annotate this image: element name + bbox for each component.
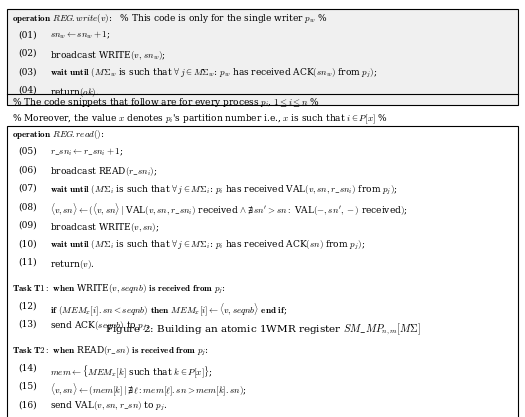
Text: (13): (13) <box>18 320 37 329</box>
Text: (07): (07) <box>18 184 37 193</box>
Text: (01): (01) <box>18 30 37 39</box>
Text: (08): (08) <box>18 202 37 211</box>
Text: (14): (14) <box>18 363 37 372</box>
Text: $\mathbf{Task\ T1:\ when}$ WRITE$(v, seqnb)$ $\mathbf{is\ received\ from}$ $p_j$: $\mathbf{Task\ T1:\ when}$ WRITE$(v, seq… <box>12 283 226 296</box>
Text: $\mathbf{wait\ until}$ $(M\Sigma_w$ is such that $\forall\, j \in M\Sigma_w$: $p: $\mathbf{wait\ until}$ $(M\Sigma_w$ is s… <box>50 67 377 80</box>
Text: (16): (16) <box>18 400 37 409</box>
Text: (02): (02) <box>18 49 37 58</box>
Text: % The code snippets that follow are for every process $p_i$, $1 \leq i \leq n$ %: % The code snippets that follow are for … <box>12 96 320 109</box>
Text: broadcast WRITE$(v,\, sn_w)$;: broadcast WRITE$(v,\, sn_w)$; <box>50 49 166 62</box>
Text: (09): (09) <box>18 221 37 230</box>
Text: $mem \leftarrow \{MEM_x[k]$ such that $k \in P[x]\}$;: $mem \leftarrow \{MEM_x[k]$ such that $k… <box>50 363 213 379</box>
Text: return$(ok)$.: return$(ok)$. <box>50 86 99 99</box>
Text: (15): (15) <box>18 382 37 391</box>
Text: $sn_w \leftarrow sn_w + 1$;: $sn_w \leftarrow sn_w + 1$; <box>50 30 110 41</box>
Text: $\mathbf{wait\ until}$ $(M\Sigma_i$ is such that $\forall\, j \in M\Sigma_i$: $p: $\mathbf{wait\ until}$ $(M\Sigma_i$ is s… <box>50 184 397 197</box>
Text: $\langle v, sn \rangle \leftarrow (\langle v, sn \rangle\,|$ VAL$(v, sn, r\_sn_i: $\langle v, sn \rangle \leftarrow (\lang… <box>50 202 407 218</box>
Text: (05): (05) <box>18 147 37 156</box>
Text: (06): (06) <box>18 165 37 174</box>
FancyBboxPatch shape <box>7 9 518 105</box>
Text: $\mathbf{wait\ until}$ $(M\Sigma_i$ is such that $\forall\, j \in M\Sigma_i$: $p: $\mathbf{wait\ until}$ $(M\Sigma_i$ is s… <box>50 239 365 252</box>
Text: (12): (12) <box>18 301 37 310</box>
Text: send ACK$(seqnb)$ to $p_j$.: send ACK$(seqnb)$ to $p_j$. <box>50 320 150 333</box>
Text: return$(v)$.: return$(v)$. <box>50 258 94 271</box>
Text: $\langle v, sn \rangle \leftarrow (mem[k]\,|\, \nexists\, \ell : mem[\ell].sn > : $\langle v, sn \rangle \leftarrow (mem[k… <box>50 382 247 398</box>
Text: send VAL$(v, sn, r\_sn)$ to $p_j$.: send VAL$(v, sn, r\_sn)$ to $p_j$. <box>50 400 167 414</box>
Text: Figure 2: Building an atomic 1WMR register $SM\_MP_{n,m}[M\Sigma]$: Figure 2: Building an atomic 1WMR regist… <box>104 322 421 337</box>
Text: (10): (10) <box>18 239 37 248</box>
FancyBboxPatch shape <box>7 126 518 417</box>
Text: (03): (03) <box>18 67 37 76</box>
Text: (04): (04) <box>18 86 37 95</box>
Text: % Moreover, the value $x$ denotes $p_i$'s partition number i.e., $x$ is such tha: % Moreover, the value $x$ denotes $p_i$'… <box>12 113 388 126</box>
Text: (11): (11) <box>18 258 37 267</box>
Text: broadcast WRITE$(v, sn)$;: broadcast WRITE$(v, sn)$; <box>50 221 160 234</box>
Text: $\mathbf{Task\ T2:\ when}$ READ$(r\_sn)$ $\mathbf{is\ received\ from}$ $p_j$:: $\mathbf{Task\ T2:\ when}$ READ$(r\_sn)$… <box>12 345 209 358</box>
Text: $\mathbf{if}$ $(MEM_x[i].sn < seqnb)$ $\mathbf{then}$ $MEM_x[i] \leftarrow \lang: $\mathbf{if}$ $(MEM_x[i].sn < seqnb)$ $\… <box>50 301 287 318</box>
Text: $\mathbf{operation}$ $REG\!.read()$:: $\mathbf{operation}$ $REG\!.read()$: <box>12 128 105 141</box>
Text: $r\_sn_i \leftarrow r\_sn_i + 1$;: $r\_sn_i \leftarrow r\_sn_i + 1$; <box>50 147 123 158</box>
Text: broadcast READ$(r\_sn_i)$;: broadcast READ$(r\_sn_i)$; <box>50 165 158 178</box>
Text: $\mathbf{operation}$ $REG\!.write(v)$:   % This code is only for the single writ: $\mathbf{operation}$ $REG\!.write(v)$: %… <box>12 12 328 25</box>
